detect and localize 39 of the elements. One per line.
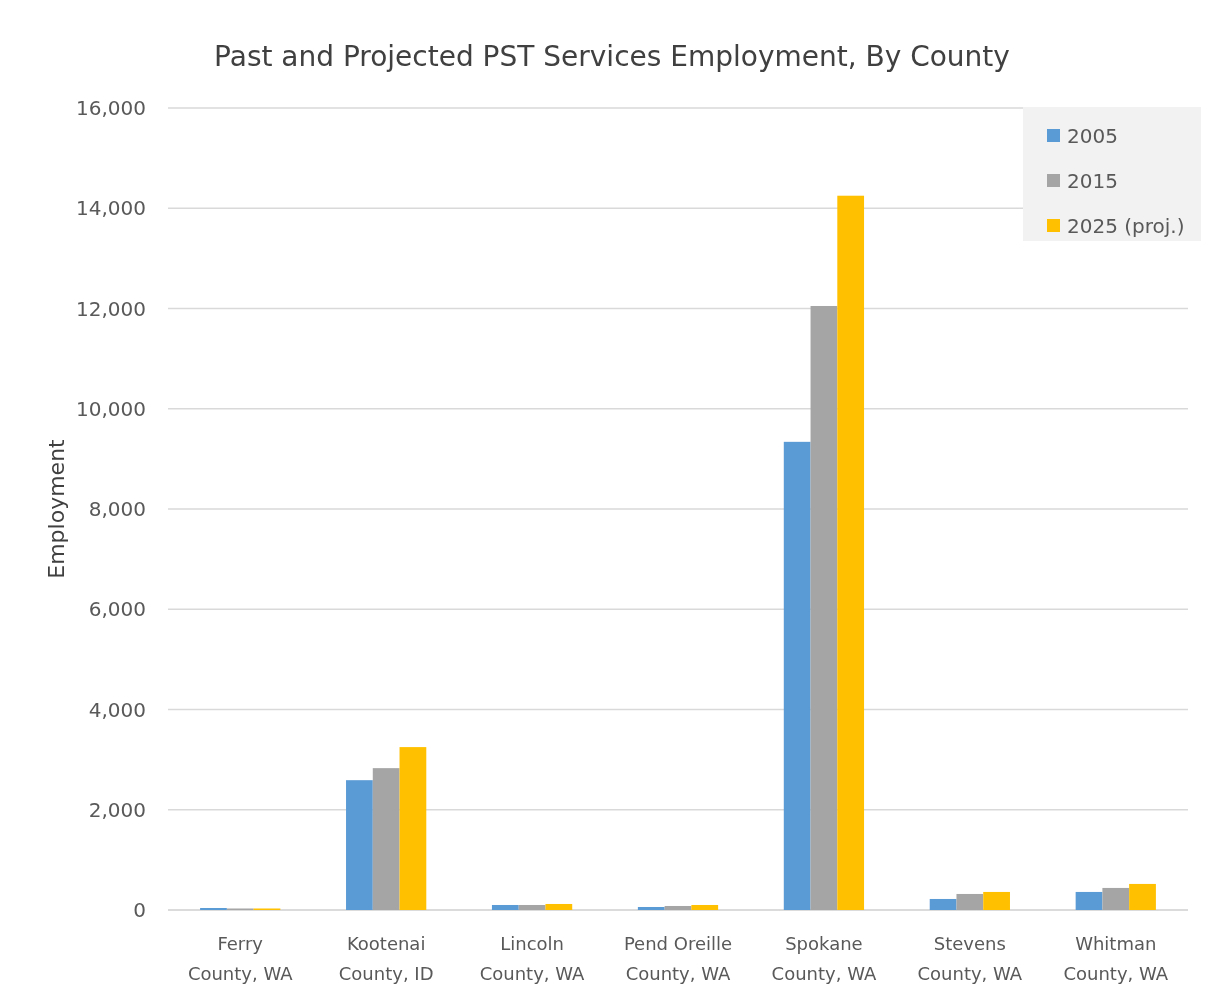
y-tick-label: 4,000 [88,697,146,722]
bar [545,903,573,910]
bar [637,906,665,910]
bar [837,195,865,910]
y-tick-label: 0 [133,898,146,922]
y-tick-label: 8,000 [88,497,146,521]
legend-label: 2025 (proj.) [1067,214,1185,238]
bar [810,305,838,910]
x-tick-label: Lincoln County, WA [479,933,586,984]
legend-label: 2015 [1067,169,1118,193]
x-tick-label: Kootenai County, ID [338,933,434,984]
bar [1102,887,1130,910]
y-axis-title: Employment [44,438,69,579]
bar [956,893,984,910]
x-tick-label: Ferry County, WA [187,933,294,984]
y-tick-label: 10,000 [76,396,146,421]
x-tick-label: Stevens County, WA [917,933,1023,984]
x-tick-label: Pend Oreille County, WA [623,933,733,984]
y-tick-label: 2,000 [88,797,146,822]
bar [346,780,373,910]
y-tick-label: 16,000 [76,96,146,120]
bar [1075,891,1103,910]
bar [783,441,811,910]
y-tick-label: 12,000 [76,296,146,321]
chart-title: Past and Projected PST Services Employment, By County [214,40,1010,73]
bar [691,904,719,910]
bar [983,891,1010,910]
legend-label: 2005 [1067,124,1118,148]
bar [664,905,692,910]
bar [1129,883,1156,910]
bar [491,904,519,910]
bar [399,747,427,910]
y-tick-label: 14,000 [76,196,146,221]
bar [372,768,400,910]
y-tick-label: 6,000 [88,597,146,622]
x-tick-label: Whitman County, WA [1063,933,1169,984]
x-tick-label: Spokane County, WA [771,933,877,984]
bar [518,904,546,910]
bar [929,898,957,910]
